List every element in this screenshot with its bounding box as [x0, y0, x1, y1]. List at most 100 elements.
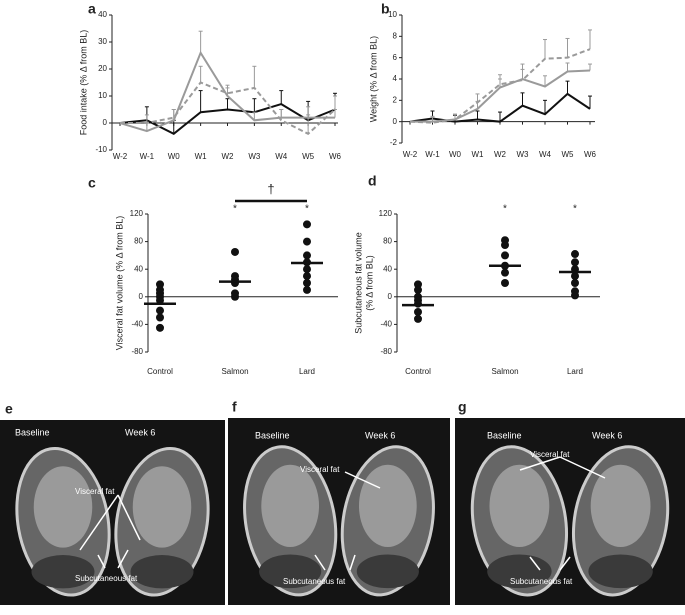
x-tick-label: W4 [539, 150, 552, 159]
data-point [414, 314, 422, 323]
arrow [349, 554, 356, 571]
error-bar [453, 113, 457, 120]
error-bar [279, 109, 284, 121]
data-point [414, 307, 422, 316]
y-tick-label: 30 [98, 37, 107, 46]
image-caption: Visceral fat [300, 465, 340, 474]
error-bar [565, 80, 570, 94]
image-caption: Baseline [15, 427, 50, 437]
panel-label: f [232, 399, 237, 415]
data-point [303, 279, 311, 287]
error-bar [588, 29, 592, 50]
y-tick-label: 8 [393, 31, 398, 40]
y-axis-title: Visceral fat volume (% Δ from BL) [114, 216, 124, 350]
y-axis-title: Subcutaneous fat volume [353, 232, 363, 334]
x-tick-label: W1 [472, 150, 485, 159]
x-tick-label: W-2 [113, 152, 128, 161]
error-bar [565, 37, 570, 58]
x-tick-label: W5 [562, 150, 575, 159]
error-bar [520, 63, 525, 81]
data-point [303, 237, 311, 246]
data-point [231, 247, 239, 256]
error-bar [252, 65, 257, 88]
x-tick-label: W-1 [425, 150, 440, 159]
x-tick-label: Control [405, 367, 431, 376]
data-point [303, 251, 311, 260]
error-bar [543, 39, 547, 59]
y-tick-label: 80 [134, 237, 143, 246]
y-tick-label: -40 [131, 320, 143, 329]
y-tick-label: 10 [388, 10, 397, 19]
data-point [571, 279, 579, 287]
data-point [156, 313, 164, 322]
error-bar [475, 110, 480, 120]
y-tick-label: 2 [393, 95, 398, 104]
y-axis-title: Weight (% Δ from BL) [368, 36, 378, 122]
y-tick-label: 10 [98, 91, 107, 100]
mri-muscle [259, 554, 322, 589]
data-point [501, 279, 509, 287]
x-tick-label: W0 [449, 150, 462, 159]
x-tick-label: W2 [222, 152, 235, 161]
series-line [410, 69, 591, 123]
panel-label: a [88, 1, 96, 17]
error-bar [475, 93, 480, 103]
image-caption: Baseline [487, 430, 522, 440]
data-point [303, 220, 311, 229]
error-bar [198, 90, 203, 113]
y-tick-label: 20 [98, 64, 107, 73]
data-point [156, 306, 164, 315]
y-tick-label: 0 [393, 117, 398, 126]
mri-muscle [588, 554, 653, 589]
data-point [303, 285, 311, 294]
error-bar [430, 116, 435, 123]
x-tick-label: W4 [275, 152, 288, 161]
arrow [97, 554, 106, 569]
mri-organs [358, 464, 417, 548]
image-caption: Week 6 [125, 427, 155, 437]
mri-muscle [356, 554, 419, 589]
mri-organs [489, 464, 550, 548]
y-tick-label: 4 [393, 74, 398, 83]
y-tick-label: 0 [103, 118, 108, 127]
image-caption: Baseline [255, 430, 290, 440]
x-tick-label: Control [147, 367, 173, 376]
error-bar [198, 65, 203, 83]
data-point [501, 241, 509, 250]
data-point [414, 280, 422, 289]
arrow [529, 556, 541, 571]
y-tick-label: 0 [388, 292, 393, 301]
error-bar [565, 62, 570, 72]
image-caption: Visceral fat [75, 487, 115, 496]
x-tick-label: W6 [329, 152, 342, 161]
error-bar [198, 30, 203, 53]
error-bar [543, 99, 547, 115]
y-tick-label: 120 [379, 209, 393, 218]
significance-star: * [305, 204, 309, 215]
x-tick-label: Salmon [221, 367, 248, 376]
significance-dagger: † [267, 181, 274, 196]
panel-label: b [381, 1, 390, 17]
image-caption: Week 6 [365, 430, 395, 440]
arrow [117, 494, 141, 541]
y-tick-label: -80 [380, 347, 392, 356]
error-bar [588, 95, 592, 109]
image-caption: Subcutaneous fat [283, 577, 346, 586]
image-caption: Subcutaneous fat [510, 577, 573, 586]
y-tick-label: -80 [131, 347, 143, 356]
y-tick-label: 40 [98, 10, 107, 19]
x-tick-label: W1 [195, 152, 208, 161]
data-point [303, 272, 311, 281]
data-point [414, 285, 422, 294]
panel-label: g [458, 399, 467, 415]
series-line [119, 50, 335, 133]
data-point [231, 292, 239, 301]
y-tick-label: 80 [383, 237, 392, 246]
y-tick-label: -10 [95, 145, 107, 154]
x-tick-label: W6 [584, 150, 597, 159]
error-bar [252, 98, 257, 113]
error-bar [498, 74, 502, 85]
x-tick-label: W5 [302, 152, 315, 161]
significance-star: * [503, 204, 507, 215]
